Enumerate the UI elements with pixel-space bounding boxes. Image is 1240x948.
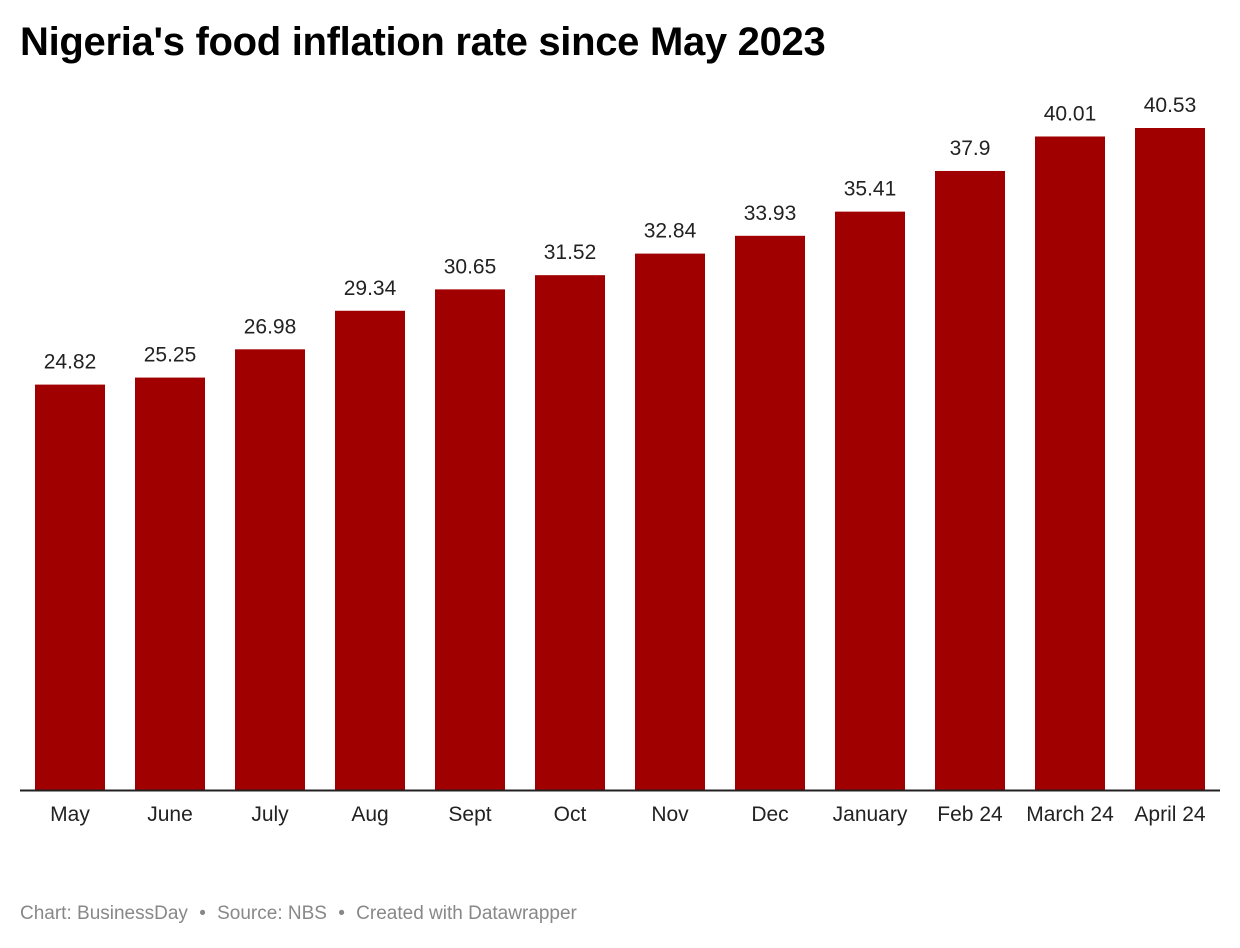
category-label: Oct: [554, 803, 587, 826]
value-label: 37.9: [950, 137, 991, 160]
value-label: 30.65: [444, 255, 497, 278]
bar-oct: [535, 275, 605, 791]
category-label: July: [251, 803, 289, 826]
category-label: May: [50, 803, 90, 826]
category-label: Sept: [448, 803, 491, 826]
value-label: 31.52: [544, 241, 597, 264]
bar-aug: [335, 310, 405, 790]
category-label: Feb 24: [937, 803, 1003, 826]
value-labels-group: 24.82 25.25 26.98 29.34 30.65 31.52 32.84 33.93…: [44, 94, 1197, 374]
value-label: 33.93: [744, 202, 797, 225]
bar-june: [135, 377, 205, 790]
chart-credit: Chart: BusinessDay: [20, 903, 188, 924]
value-label: 40.01: [1044, 102, 1097, 125]
value-label: 35.41: [844, 178, 897, 201]
category-label: March 24: [1026, 803, 1114, 826]
chart-footer: Chart: BusinessDay • Source: NBS • Creat…: [20, 903, 577, 925]
value-label: 32.84: [644, 220, 697, 243]
category-label: Nov: [651, 803, 689, 826]
bar-january: [835, 211, 905, 790]
bar-april-24: [1135, 128, 1205, 790]
value-label: 40.53: [1144, 94, 1197, 117]
value-label: 26.98: [244, 315, 297, 338]
datawrapper-link[interactable]: Created with Datawrapper: [356, 903, 577, 924]
bar-sept: [435, 289, 505, 790]
bar-chart: 24.82 25.25 26.98 29.34 30.65 31.52 32.84 33.93…: [20, 94, 1220, 826]
category-label: January: [833, 803, 908, 826]
value-label: 25.25: [144, 344, 197, 367]
bar-dec: [735, 235, 805, 790]
bar-july: [235, 349, 305, 790]
category-label: April 24: [1134, 803, 1206, 826]
footer-separator: •: [338, 903, 345, 924]
category-label: June: [147, 803, 193, 826]
category-label: Dec: [751, 803, 788, 826]
value-label: 24.82: [44, 351, 97, 374]
bar-feb-24: [935, 170, 1005, 790]
source-note: Source: NBS: [217, 903, 327, 924]
value-label: 29.34: [344, 277, 397, 300]
bar-nov: [635, 253, 705, 790]
bar-may: [35, 384, 105, 790]
bars-group: [35, 128, 1205, 791]
chart-title: Nigeria's food inflation rate since May …: [20, 20, 826, 64]
category-labels-group: May June July Aug Sept Oct Nov Dec January Feb 24…: [50, 803, 1206, 826]
bar-march-24: [1035, 136, 1105, 790]
footer-separator: •: [199, 903, 206, 924]
category-label: Aug: [351, 803, 388, 826]
